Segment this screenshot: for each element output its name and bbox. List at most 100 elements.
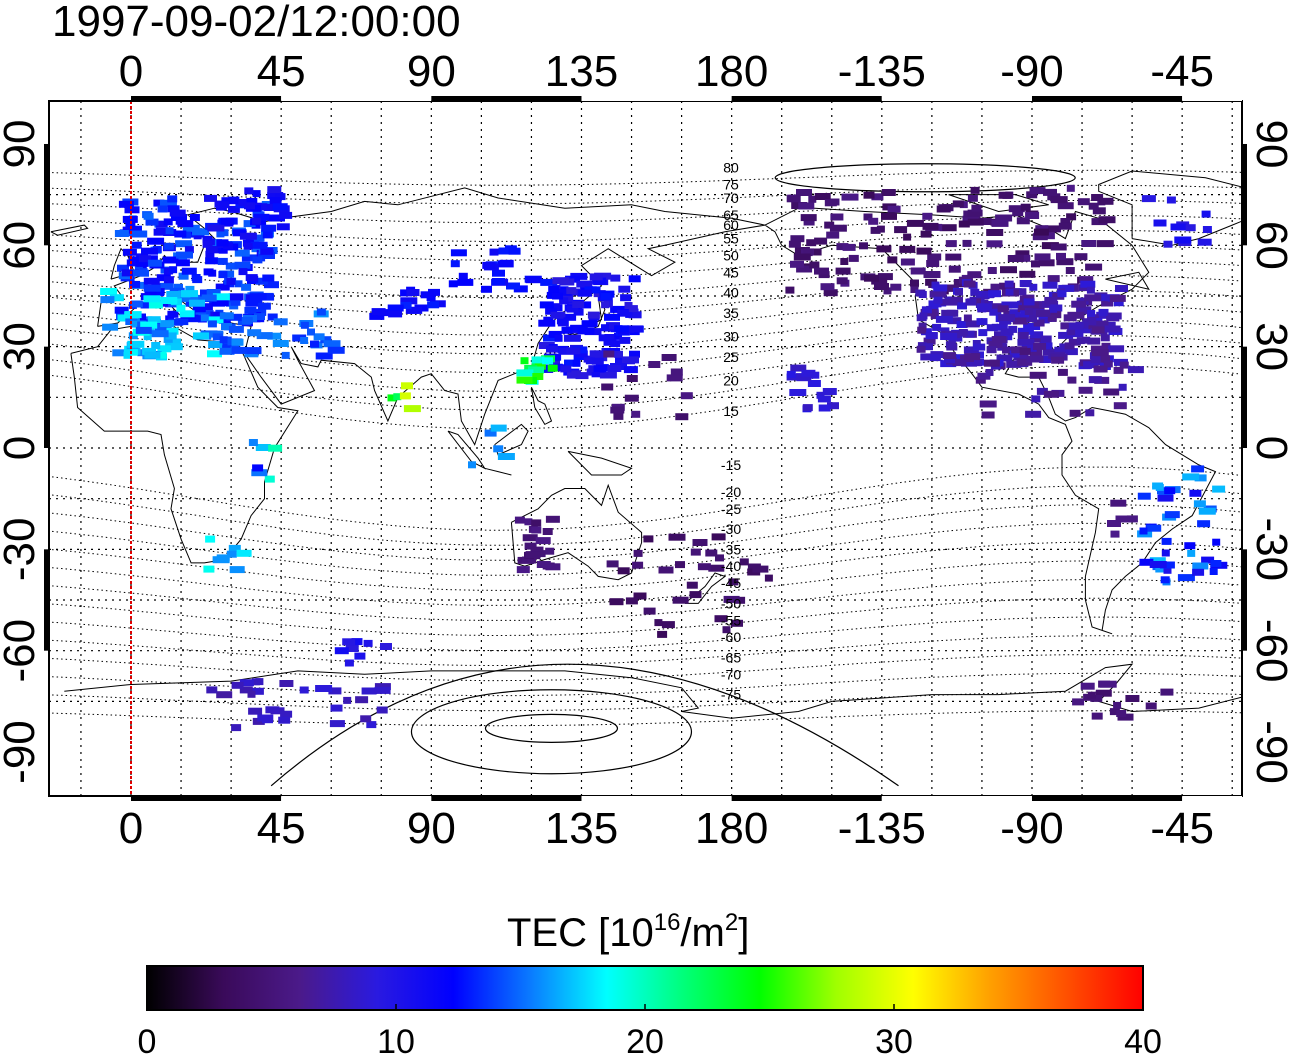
tec-pixel	[841, 193, 859, 201]
tec-pixel	[376, 706, 388, 714]
tec-pixel	[1047, 275, 1060, 283]
tec-pixel	[666, 374, 683, 382]
bottom-lon-tick-label: -135	[838, 804, 926, 853]
tec-pixel	[680, 392, 693, 400]
tec-pixel	[226, 313, 243, 321]
tec-pixel	[581, 320, 598, 328]
tec-pixel	[343, 696, 352, 704]
tec-pixel	[1054, 346, 1069, 354]
tec-pixel	[1145, 702, 1157, 710]
tec-pixel	[599, 371, 617, 379]
axis-bar-segment	[431, 96, 582, 101]
tec-pixel	[163, 267, 173, 275]
tec-pixel	[1065, 267, 1075, 274]
tec-pixel	[202, 240, 213, 248]
tec-pixel	[250, 241, 268, 249]
tec-pixel	[967, 194, 978, 202]
tec-pixel	[675, 561, 685, 569]
tec-pixel	[1092, 207, 1106, 215]
tec-pixel	[1081, 240, 1097, 247]
tec-pixel	[552, 277, 570, 285]
tec-pixel	[482, 261, 496, 269]
tec-pixel	[920, 230, 932, 238]
coastline	[447, 430, 487, 470]
geomagnetic-contour	[49, 350, 1242, 411]
colorbar-tick-label: 10	[377, 1023, 415, 1057]
tec-pixel	[672, 596, 689, 604]
tec-pixel	[1013, 288, 1027, 296]
contour-label: -55	[721, 612, 741, 628]
tec-pixel	[255, 678, 264, 686]
tec-pixel	[829, 224, 847, 232]
tec-pixel	[922, 212, 933, 220]
tec-pixel	[981, 411, 995, 419]
tec-pixel	[228, 544, 241, 552]
tec-pixel	[243, 242, 253, 250]
tec-pixel	[1125, 695, 1140, 702]
tec-pixel	[1118, 383, 1127, 391]
colorbar-tick-label: 40	[1124, 1023, 1162, 1057]
tec-pixel	[206, 686, 218, 694]
tec-pixel	[267, 332, 282, 340]
tec-pixel	[218, 271, 228, 279]
south-pole-contour	[270, 663, 899, 787]
tec-pixel	[917, 326, 927, 334]
tec-pixel	[264, 281, 279, 289]
tec-pixel	[124, 345, 133, 353]
tec-pixel	[989, 308, 1002, 316]
tec-pixel	[546, 345, 558, 353]
tec-pixel	[991, 323, 1008, 331]
tec-pixel	[538, 342, 555, 349]
coastline	[530, 386, 553, 426]
tec-pixel	[1040, 335, 1052, 343]
tec-pixel	[788, 240, 801, 248]
tec-pixel	[827, 402, 839, 410]
tec-pixel	[363, 639, 373, 647]
tec-pixel	[251, 234, 265, 242]
tec-pixel	[1110, 499, 1127, 507]
tec-pixel	[789, 389, 807, 396]
tec-pixel	[925, 278, 938, 286]
tec-pixel	[958, 329, 968, 336]
tec-pixel	[1177, 574, 1195, 582]
tec-pixel	[1049, 305, 1058, 313]
tec-pixel	[945, 253, 962, 261]
tec-pixel	[1086, 286, 1095, 294]
tec-pixel	[807, 380, 821, 387]
tec-pixel	[1033, 319, 1045, 327]
coastline	[484, 467, 512, 476]
tec-pixel	[587, 311, 600, 319]
tec-pixel	[556, 317, 568, 325]
tec-pixel	[269, 197, 282, 204]
tec-pixel	[218, 316, 231, 324]
tec-pixel	[1182, 473, 1200, 481]
tec-pixel	[903, 233, 912, 241]
tec-pixel	[1201, 556, 1215, 564]
tec-pixel	[1042, 281, 1058, 289]
contour-label: -65	[721, 649, 741, 665]
tec-pixel	[824, 221, 835, 229]
tec-pixel	[130, 300, 143, 308]
tec-pixel	[1113, 402, 1127, 410]
tec-pixel	[545, 515, 560, 523]
tec-pixel	[280, 710, 293, 718]
tec-pixel	[890, 283, 902, 291]
contour-label: -25	[721, 501, 741, 517]
tec-pixel	[450, 260, 460, 268]
tec-pixel	[803, 249, 813, 257]
tec-pixel	[930, 312, 939, 320]
tec-pixel	[320, 336, 332, 344]
tec-pixel	[248, 439, 258, 446]
tec-pixel	[1057, 202, 1074, 210]
tec-pixel	[179, 310, 195, 318]
tec-pixel	[555, 288, 572, 296]
tec-pixel	[933, 284, 948, 292]
right-lat-tick-label: 0	[1247, 436, 1292, 460]
tec-pixel	[163, 276, 174, 284]
contour-label: 25	[723, 349, 739, 365]
tec-pixel	[1029, 187, 1046, 195]
tec-pixel	[140, 301, 155, 309]
tec-pixel	[163, 242, 174, 250]
tec-pixel	[591, 370, 607, 378]
axis-bar-segment	[1182, 796, 1242, 801]
